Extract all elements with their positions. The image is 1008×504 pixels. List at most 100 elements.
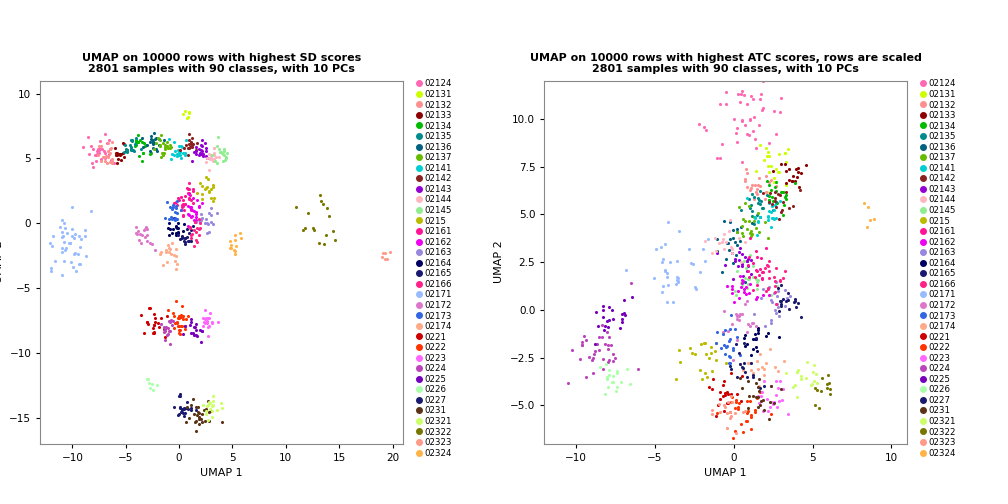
Point — [753, 397, 769, 405]
Point — [751, 196, 767, 204]
Point — [762, 189, 778, 197]
Point — [753, 392, 769, 400]
Point — [180, 236, 197, 244]
Point — [708, 412, 724, 420]
Point — [723, 243, 739, 251]
Point — [734, 310, 750, 319]
Point — [703, 343, 719, 351]
Point — [582, 353, 598, 361]
Point — [46, 257, 62, 265]
Point — [720, 239, 736, 247]
Point — [181, 143, 198, 151]
Point — [771, 397, 787, 405]
Point — [725, 346, 741, 354]
Point — [153, 314, 169, 322]
Point — [761, 283, 777, 291]
Point — [734, 372, 750, 380]
Point — [715, 330, 731, 338]
Point — [746, 213, 762, 221]
Point — [188, 213, 205, 221]
Point — [761, 152, 777, 160]
Point — [601, 371, 617, 379]
Point — [199, 173, 215, 181]
Point — [86, 145, 102, 153]
Point — [697, 123, 713, 132]
Point — [193, 149, 209, 157]
Point — [227, 246, 243, 255]
Point — [745, 320, 761, 328]
Point — [195, 190, 211, 198]
Point — [201, 397, 217, 405]
Point — [767, 287, 783, 295]
Point — [737, 368, 753, 376]
Point — [735, 277, 751, 285]
Point — [178, 403, 195, 411]
Point — [57, 224, 74, 232]
Point — [594, 333, 610, 341]
Point — [137, 225, 153, 233]
Point — [173, 154, 190, 162]
Point — [153, 320, 169, 328]
Point — [724, 320, 740, 328]
Point — [211, 146, 227, 154]
Point — [128, 137, 144, 145]
Point — [741, 274, 757, 282]
Point — [187, 236, 204, 244]
Point — [743, 184, 759, 193]
Point — [630, 364, 646, 372]
Point — [161, 318, 177, 326]
Point — [667, 375, 683, 383]
Point — [45, 232, 61, 240]
Point — [682, 344, 699, 352]
Point — [192, 413, 208, 421]
Point — [187, 426, 204, 434]
Point — [748, 224, 764, 232]
Point — [601, 358, 617, 366]
Point — [155, 149, 171, 157]
Point — [728, 129, 744, 137]
Point — [782, 292, 798, 300]
Point — [205, 220, 221, 228]
Point — [744, 212, 760, 220]
Point — [101, 150, 117, 158]
Point — [166, 216, 182, 224]
Point — [62, 239, 79, 247]
Point — [751, 400, 767, 408]
Point — [740, 275, 756, 283]
Point — [734, 222, 750, 230]
Point — [161, 136, 177, 144]
Point — [178, 404, 195, 412]
Point — [145, 321, 161, 329]
Point — [743, 351, 759, 359]
Point — [192, 219, 208, 227]
Point — [752, 388, 768, 396]
Point — [588, 341, 604, 349]
Point — [761, 178, 777, 186]
Point — [758, 244, 774, 253]
Point — [187, 216, 204, 224]
Point — [767, 282, 783, 290]
Point — [748, 393, 764, 401]
Point — [192, 231, 208, 239]
Point — [177, 107, 194, 115]
Point — [162, 155, 178, 163]
Point — [768, 215, 784, 223]
Point — [96, 147, 112, 155]
Point — [104, 155, 120, 163]
Point — [202, 322, 218, 330]
Point — [148, 145, 164, 153]
Point — [734, 250, 750, 258]
Point — [203, 407, 219, 415]
Point — [171, 147, 187, 155]
Point — [65, 263, 81, 271]
Point — [600, 323, 616, 331]
Point — [750, 383, 766, 391]
Point — [768, 278, 784, 286]
Point — [780, 175, 796, 183]
Point — [614, 309, 630, 318]
Point — [710, 401, 726, 409]
Point — [721, 352, 737, 360]
Point — [134, 157, 150, 165]
Point — [176, 200, 193, 208]
Point — [109, 159, 125, 167]
